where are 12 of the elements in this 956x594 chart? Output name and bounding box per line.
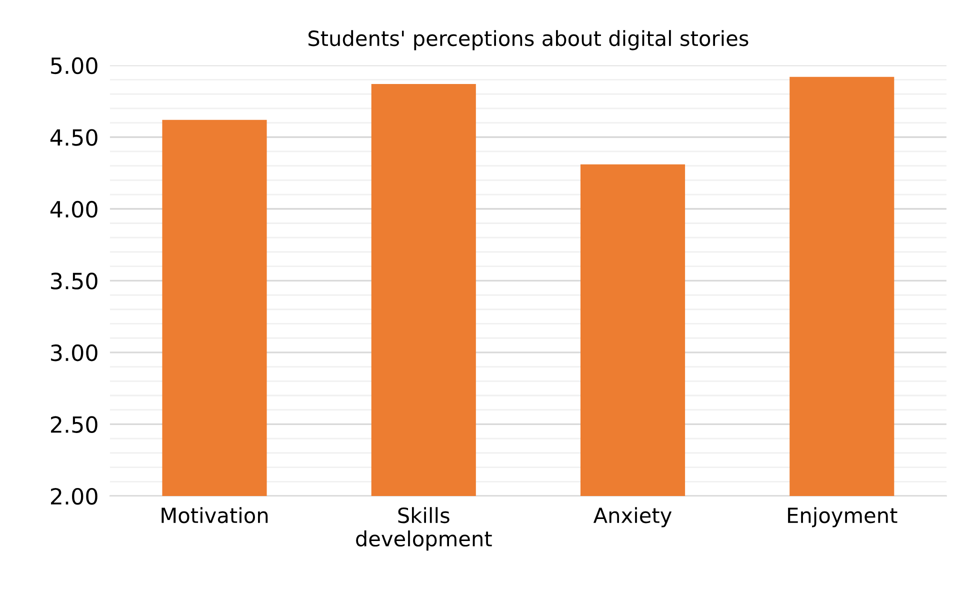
y-tick-label: 3.50 bbox=[51, 272, 98, 290]
y-tick-label: 5.00 bbox=[51, 57, 98, 74]
y-tick-label: 3.00 bbox=[51, 344, 98, 362]
x-tick-label: Skills development bbox=[356, 507, 492, 551]
y-tick-label: 4.50 bbox=[50, 129, 98, 146]
y-tick-label: 2.50 bbox=[50, 416, 98, 433]
chart-title: Students' perceptions about digital stories bbox=[308, 30, 748, 50]
y-tick-label: 4.00 bbox=[50, 200, 98, 218]
x-tick-label: Motivation bbox=[162, 507, 268, 524]
y-tick-label: 2.00 bbox=[50, 488, 98, 505]
x-tick-label: Enjoyment bbox=[788, 507, 898, 528]
x-tick-label: Anxiety bbox=[593, 507, 672, 528]
